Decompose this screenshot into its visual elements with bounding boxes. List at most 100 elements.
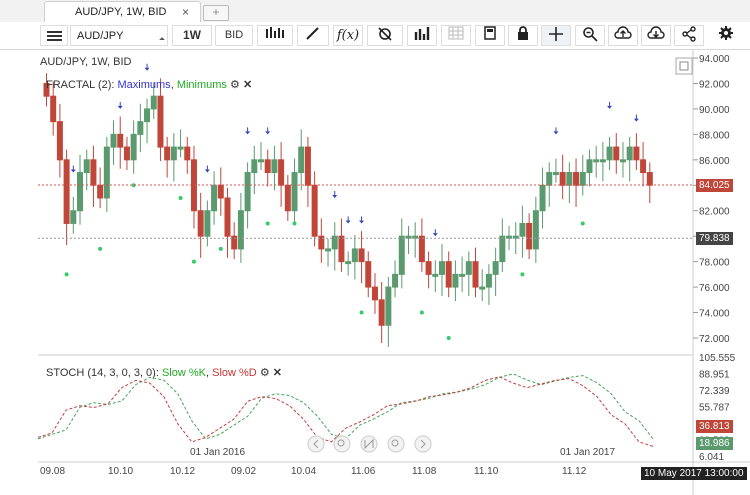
candle-body	[532, 210, 539, 250]
candle-body	[559, 172, 566, 186]
candle-body	[338, 235, 345, 263]
candle-body	[123, 146, 130, 161]
fractal-settings-icon[interactable]: ⚙	[230, 79, 240, 91]
fractal-max-arrow	[432, 233, 438, 237]
candle-body	[164, 146, 171, 161]
stoch-settings-icon[interactable]: ⚙	[259, 367, 270, 379]
fractal-min-marker	[292, 221, 297, 226]
stoch-k-tag: 36.813	[696, 420, 733, 433]
chart-type-icon[interactable]	[257, 25, 293, 46]
period-select[interactable]: 1W	[172, 25, 212, 46]
fractal-min-marker	[359, 310, 364, 315]
candle-body	[231, 235, 238, 250]
chart-area[interactable]: 94.00092.00090.00088.00086.00084.00082.0…	[38, 50, 750, 495]
candle-body	[479, 286, 486, 290]
settings-icon[interactable]	[710, 25, 742, 46]
candle-body	[459, 273, 466, 277]
menu-icon[interactable]	[40, 25, 68, 46]
price-tick-3: 88.000	[699, 130, 730, 141]
candle-body	[425, 261, 432, 275]
calculator-icon[interactable]	[475, 25, 505, 46]
fractal-max-arrow	[345, 220, 351, 224]
symbol-select[interactable]: AUD/JPY	[70, 25, 168, 46]
x-tick-8: 11.12	[562, 466, 587, 477]
candle-body	[144, 108, 151, 123]
candle-body	[438, 261, 445, 275]
candle-body	[566, 172, 573, 186]
candle-body	[77, 172, 84, 212]
popout-icon[interactable]	[675, 57, 693, 75]
period-value: 1W	[183, 28, 201, 42]
close-tab-icon[interactable]: ×	[182, 5, 190, 19]
volume-icon[interactable]	[407, 25, 437, 46]
candle-body	[640, 159, 647, 174]
candle-body	[150, 95, 157, 110]
candle-body	[130, 133, 137, 161]
candle-body	[278, 159, 285, 186]
candle-body	[157, 95, 164, 148]
x-tick-1: 10.10	[108, 466, 133, 477]
candle-body	[392, 273, 399, 288]
stoch-d-label: Slow %D	[212, 367, 257, 379]
x-tick-6: 11.08	[412, 466, 437, 477]
candle-body	[251, 159, 258, 174]
x-tick-7: 11.10	[474, 466, 499, 477]
download-icon[interactable]	[641, 25, 671, 46]
candle-body	[56, 121, 63, 161]
x-tick-2: 10.12	[170, 466, 195, 477]
side-select[interactable]: BID	[215, 25, 253, 46]
candle-body	[619, 159, 626, 163]
candle-body	[217, 184, 224, 199]
price-tick-2: 90.000	[699, 105, 730, 116]
upload-icon[interactable]	[608, 25, 638, 46]
candle-body	[50, 95, 57, 123]
share-icon[interactable]	[674, 25, 704, 46]
fractal-max-arrow	[332, 195, 338, 198]
crosshair-icon[interactable]	[541, 25, 571, 46]
fractal-min-marker	[419, 310, 424, 315]
candle-body	[103, 146, 110, 199]
candle-body	[318, 235, 325, 250]
stoch-label[interactable]: STOCH (14, 3, 0, 3, 0): Slow %K, Slow %D…	[46, 366, 282, 379]
scroll-controls[interactable]	[307, 435, 432, 453]
new-tab-button[interactable]: +	[203, 5, 229, 21]
price-tick-4: 86.000	[699, 156, 730, 167]
indicators-icon[interactable]: f(x)	[333, 25, 363, 46]
candle-body	[211, 184, 218, 212]
stoch-d-line	[38, 376, 654, 447]
candle-body	[284, 184, 291, 212]
chart-label: AUD/JPY, 1W, BID	[40, 56, 132, 68]
fractal-min-marker	[64, 272, 69, 277]
zoom-icon[interactable]	[575, 25, 605, 46]
price-tick-0: 94.000	[699, 54, 730, 65]
draw-tool-icon[interactable]	[297, 25, 329, 46]
fractal-min-marker	[446, 336, 451, 340]
current-price-tag: 84.025	[696, 179, 733, 192]
stoch-d-tag: 18.986	[696, 437, 733, 450]
candle-body	[264, 159, 271, 174]
candle-body	[291, 172, 298, 212]
year-label-1: 01 Jan 2017	[560, 447, 615, 458]
x-tick-0: 09.08	[40, 466, 65, 477]
year-label-0: 01 Jan 2016	[190, 447, 245, 458]
fractal-label[interactable]: FRACTAL (2): Maximums, Minimums ⚙ ✕	[46, 78, 252, 91]
fx-label: f(x)	[336, 28, 360, 43]
candle-body	[398, 235, 405, 275]
candle-body	[593, 159, 600, 163]
candle-body	[325, 248, 332, 252]
fractal-close-icon[interactable]: ✕	[242, 79, 253, 91]
grid-icon[interactable]	[441, 25, 471, 46]
chart-tab[interactable]: AUD/JPY, 1W, BID ×	[44, 1, 201, 22]
stoch-tick-0: 105.555	[699, 353, 736, 364]
lock-icon[interactable]	[508, 25, 538, 46]
hide-tools-icon[interactable]	[367, 25, 403, 46]
candle-body	[311, 184, 318, 237]
stoch-tick-6: 6.041	[699, 452, 724, 463]
candle-body	[117, 133, 124, 148]
candle-body	[519, 222, 526, 237]
price-tick-6: 82.000	[699, 207, 730, 218]
stoch-close-icon[interactable]: ✕	[272, 367, 282, 379]
candle-body	[646, 172, 653, 186]
x-tick-5: 11.06	[351, 466, 376, 477]
candle-body	[485, 273, 492, 288]
